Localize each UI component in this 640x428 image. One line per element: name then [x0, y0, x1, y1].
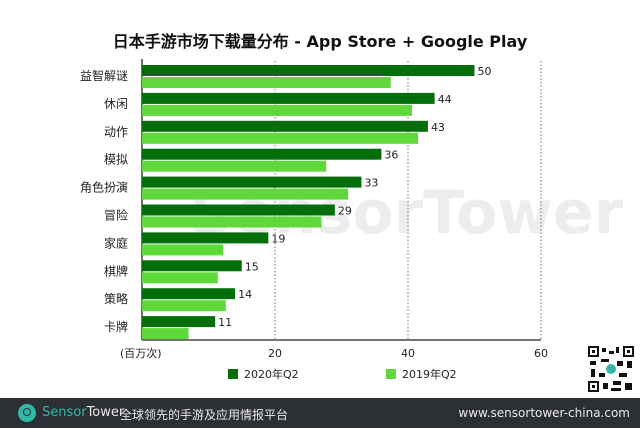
brand-name: SensorTower	[42, 405, 124, 420]
bar-2020	[142, 148, 382, 160]
bar-2019	[142, 104, 412, 116]
legend-swatch-2020	[228, 369, 238, 379]
category-label: 角色扮演	[80, 180, 128, 195]
legend-swatch-2019	[386, 369, 396, 379]
category-label: 休闲	[104, 97, 128, 111]
bar-2020	[142, 176, 362, 188]
legend-item-2019: 2019年Q2	[386, 366, 457, 382]
qr-code	[587, 345, 635, 393]
data-label: 14	[238, 288, 252, 301]
category-label: 模拟	[104, 153, 128, 167]
bar-2019	[142, 132, 418, 144]
bar-2019	[142, 272, 218, 284]
bar-2020	[142, 120, 428, 132]
bar-2020	[142, 92, 435, 104]
bar-2020	[142, 288, 236, 300]
x-axis-unit-label: (百万次)	[120, 346, 162, 360]
data-label: 29	[338, 205, 352, 218]
bar-2019	[142, 160, 327, 172]
category-label: 动作	[104, 125, 128, 139]
legend-label-2019: 2019年Q2	[402, 368, 457, 381]
bar-2019	[142, 300, 226, 312]
brand-part-a: Sensor	[42, 405, 87, 420]
category-label: 家庭	[104, 235, 128, 250]
sensortower-logo-icon	[18, 404, 36, 422]
bar-2020	[142, 316, 216, 328]
category-label: 冒险	[104, 208, 128, 223]
slogan: 全球领先的手游及应用情报平台	[120, 408, 289, 422]
bar-2020	[142, 232, 269, 244]
category-label: 卡牌	[104, 320, 128, 334]
chart-title: 日本手游市场下载量分布 - App Store + Google Play	[112, 32, 528, 51]
category-label: 益智解谜	[80, 68, 128, 83]
legend-item-2020: 2020年Q2	[228, 366, 299, 382]
data-label: 36	[384, 149, 398, 162]
category-label: 棋牌	[104, 264, 128, 278]
bar-2019	[142, 244, 224, 256]
bar-2020	[142, 204, 335, 216]
data-label: 43	[431, 121, 445, 134]
x-tick-label: 60	[534, 347, 548, 360]
legend-label-2020: 2020年Q2	[244, 368, 299, 381]
data-label: 19	[271, 232, 285, 245]
category-label: 策略	[104, 291, 128, 306]
x-tick-label: 40	[401, 347, 415, 360]
data-label: 33	[364, 177, 378, 190]
bar-2020	[142, 65, 475, 76]
data-label: 15	[245, 260, 259, 273]
bar-2020	[142, 260, 242, 272]
data-label: 11	[218, 316, 232, 329]
brand-part-b: Tower	[86, 405, 125, 420]
x-tick-label: 20	[268, 347, 282, 360]
bar-2019	[142, 188, 349, 200]
bar-2019	[142, 77, 391, 88]
website-url[interactable]: www.sensortower-china.com	[458, 406, 630, 420]
bar-2019	[142, 216, 322, 228]
bar-2019	[142, 328, 189, 340]
data-label: 44	[438, 93, 452, 106]
bar-chart: 20 40 60 (百万次) 益智解谜 50 休闲 44 动作 43 模拟 36 角色扮演 33 冒险 29 家…	[80, 59, 548, 360]
data-label: 50	[478, 65, 492, 78]
footer-bar: SensorTower 全球领先的手游及应用情报平台 www.sensortow…	[0, 398, 640, 428]
